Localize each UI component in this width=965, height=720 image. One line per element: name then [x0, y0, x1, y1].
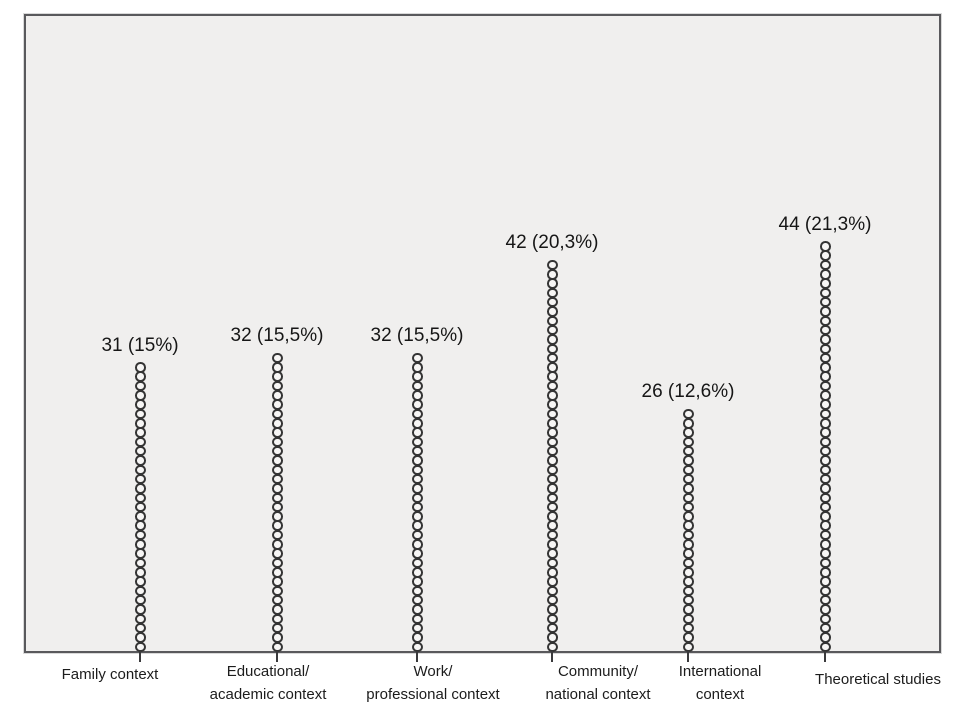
- dot-column-international-context: [683, 408, 694, 652]
- category-label-line: professional context: [366, 686, 500, 703]
- dot-column-work-professional-context: [412, 352, 423, 652]
- category-label-line: national context: [545, 686, 651, 703]
- category-label-line: Work/: [413, 663, 453, 680]
- category-label-work-professional-context: Work/professional context: [366, 660, 499, 706]
- category-label-line: academic context: [209, 686, 327, 703]
- value-label-theoretical-studies: 44 (21,3%): [778, 213, 872, 235]
- dot-column-theoretical-studies: [820, 241, 831, 652]
- category-label-line: context: [695, 686, 745, 703]
- category-label-international-context: International context: [679, 660, 762, 706]
- value-label-international-context: 26 (12,6%): [641, 381, 735, 402]
- plot-area: [24, 14, 941, 653]
- value-label-family-context: 31 (15%): [101, 334, 179, 356]
- value-label-community-national-context: 42 (20,3%): [505, 232, 599, 254]
- category-label-line: Community/: [557, 663, 639, 680]
- value-label-work-professional-context: 32 (15,5%): [370, 325, 464, 347]
- category-label-educational-academic-context: Educational/academic context: [210, 660, 327, 706]
- dot-column-educational-academic-context: [272, 352, 283, 652]
- dot-column-family-context: [135, 362, 146, 652]
- category-label-line: Educational/: [226, 663, 310, 680]
- dot-column-community-national-context: [547, 259, 558, 652]
- category-label-theoretical-studies: Theoretical studies: [815, 668, 941, 691]
- axis-tick: [139, 651, 141, 662]
- category-label-line: Theoretical studies: [815, 671, 941, 688]
- axis-tick: [551, 651, 553, 662]
- category-label-community-national-context: Community/national context: [545, 660, 650, 706]
- axis-tick: [687, 651, 689, 662]
- category-label-line: International: [678, 663, 762, 680]
- axis-tick: [824, 651, 826, 662]
- axis-tick: [416, 651, 418, 662]
- category-label-line: Family context: [61, 666, 159, 683]
- axis-tick: [276, 651, 278, 662]
- category-label-family-context: Family context: [62, 663, 159, 686]
- value-label-educational-academic-context: 32 (15,5%): [230, 325, 324, 347]
